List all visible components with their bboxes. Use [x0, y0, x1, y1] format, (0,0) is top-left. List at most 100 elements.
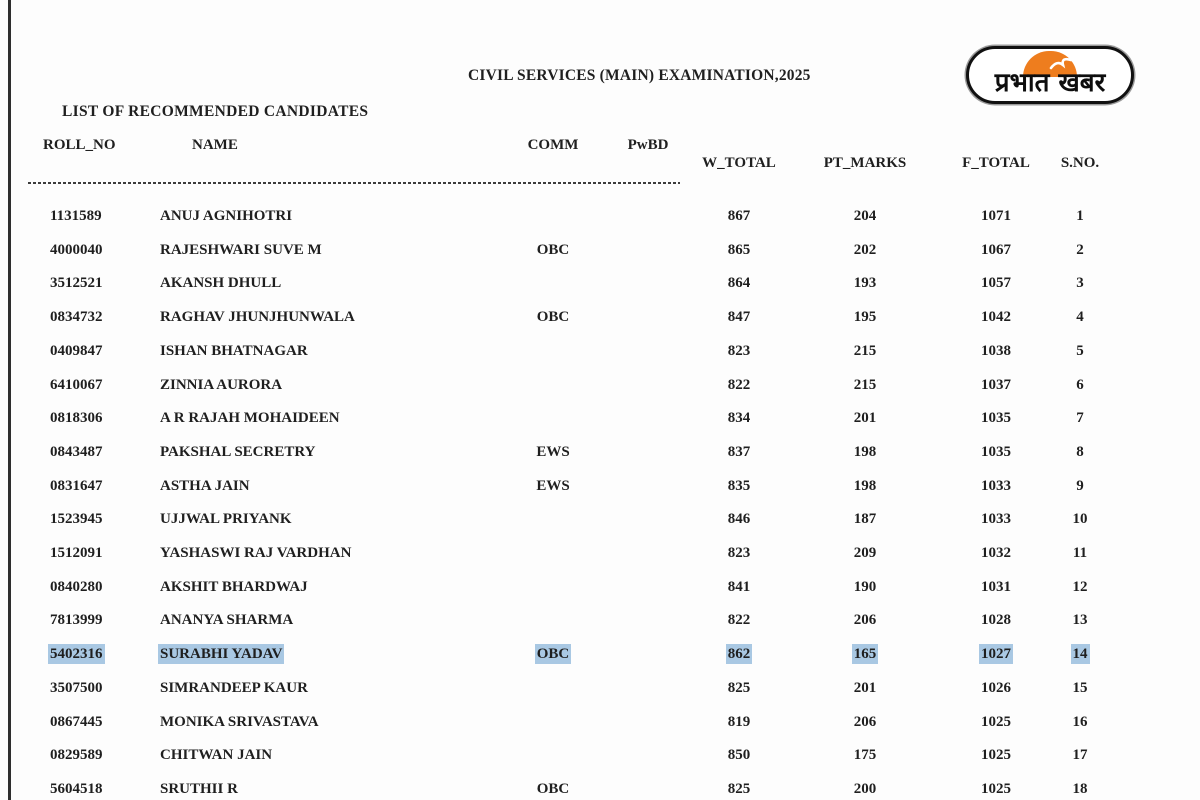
cell-pwbd [608, 779, 688, 799]
cell-pwbd [608, 678, 688, 698]
cell-roll-no: 5402316 [48, 644, 105, 665]
bird-icon [1049, 57, 1073, 70]
cell-s-no: 13 [1072, 612, 1088, 629]
cell-s-no: 17 [1072, 747, 1088, 764]
cell-f-total: 1031 [981, 578, 1011, 595]
cell-f-total: 1042 [981, 309, 1011, 326]
cell-name: ANUJ AGNIHOTRI [160, 208, 293, 224]
cell-roll-no: 0831647 [50, 477, 103, 494]
table-row: 3512521 AKANSH DHULL 864 193 1057 3 [0, 273, 1200, 293]
cell-name: SIMRANDEEP KAUR [160, 679, 308, 696]
cell-comm: OBC [534, 644, 572, 665]
cell-roll-no: 1131589 [50, 208, 102, 224]
cell-name: A R RAJAH MOHAIDEEN [160, 410, 340, 427]
cell-roll-no: 0829589 [50, 747, 103, 764]
cell-pt-marks: 190 [853, 578, 877, 595]
cell-s-no: 2 [1076, 241, 1084, 258]
cell-pt-marks: 206 [853, 612, 877, 629]
cell-name: YASHASWI RAJ VARDHAN [160, 545, 352, 561]
cell-pt-marks: 215 [853, 376, 877, 393]
table-row: 1131589 ANUJ AGNIHOTRI 867 204 1071 1 [0, 206, 1200, 226]
column-header-w-total: W_TOTAL [702, 155, 776, 171]
cell-w-total: 834 [727, 410, 751, 427]
cell-pt-marks: 204 [853, 208, 877, 224]
cell-roll-no: 3512521 [50, 275, 103, 292]
cell-comm [513, 206, 593, 226]
cell-w-total: 823 [727, 545, 751, 561]
cell-s-no: 6 [1076, 376, 1084, 393]
cell-pt-marks: 202 [853, 241, 877, 258]
cell-pwbd [608, 509, 688, 529]
cell-comm [513, 610, 593, 630]
cell-s-no: 1 [1076, 208, 1084, 224]
cell-f-total: 1027 [979, 644, 1013, 665]
table-row: 0409847 ISHAN BHATNAGAR 823 215 1038 5 [0, 341, 1200, 361]
cell-pt-marks: 201 [853, 679, 877, 696]
cell-s-no: 18 [1072, 780, 1088, 797]
cell-s-no: 14 [1070, 644, 1090, 665]
cell-pwbd [608, 273, 688, 293]
cell-pwbd [608, 442, 688, 462]
list-title: LIST OF RECOMMENDED CANDIDATES [62, 103, 369, 120]
cell-roll-no: 0818306 [50, 410, 103, 427]
cell-name: RAJESHWARI SUVE M [160, 241, 322, 258]
cell-pwbd [608, 307, 688, 327]
cell-f-total: 1026 [981, 679, 1011, 696]
column-header-pwbd: PwBD [627, 137, 669, 153]
cell-roll-no: 6410067 [50, 376, 103, 393]
cell-comm [513, 341, 593, 361]
cell-f-total: 1028 [981, 612, 1011, 629]
table-row: 0818306 A R RAJAH MOHAIDEEN 834 201 1035… [0, 408, 1200, 428]
table-row: 0867445 MONIKA SRIVASTAVA 819 206 1025 1… [0, 712, 1200, 732]
table-row: 0840280 AKSHIT BHARDWAJ 841 190 1031 12 [0, 577, 1200, 597]
column-header-roll-no: ROLL_NO [43, 137, 116, 153]
cell-s-no: 5 [1076, 342, 1084, 359]
cell-w-total: 850 [727, 747, 751, 764]
cell-comm [513, 273, 593, 293]
table-row: 0831647 ASTHA JAIN EWS 835 198 1033 9 [0, 476, 1200, 496]
cell-s-no: 4 [1076, 309, 1084, 326]
cell-w-total: 822 [727, 376, 751, 393]
cell-name: MONIKA SRIVASTAVA [160, 713, 319, 730]
cell-pwbd [608, 610, 688, 630]
column-header-pt-marks: PT_MARKS [823, 155, 907, 171]
cell-roll-no: 0409847 [50, 342, 103, 359]
table-row: 4000040 RAJESHWARI SUVE M OBC 865 202 10… [0, 240, 1200, 260]
table-row: 7813999 ANANYA SHARMA 822 206 1028 13 [0, 610, 1200, 630]
cell-w-total: 867 [727, 208, 751, 224]
cell-comm: EWS [536, 477, 570, 494]
cell-comm: OBC [536, 309, 570, 326]
cell-pwbd [608, 577, 688, 597]
cell-roll-no: 0867445 [50, 713, 103, 730]
cell-s-no: 3 [1076, 275, 1084, 292]
cell-name: AKANSH DHULL [160, 275, 282, 292]
cell-name: AKSHIT BHARDWAJ [160, 578, 308, 595]
cell-name: CHITWAN JAIN [160, 747, 273, 764]
cell-f-total: 1035 [981, 410, 1011, 427]
table-row: 0843487 PAKSHAL SECRETRY EWS 837 198 103… [0, 442, 1200, 462]
cell-pt-marks: 215 [853, 342, 877, 359]
cell-pwbd [608, 712, 688, 732]
table-row: 0834732 RAGHAV JHUNJHUNWALA OBC 847 195 … [0, 307, 1200, 327]
column-header-name: NAME [192, 137, 238, 153]
cell-s-no: 12 [1072, 578, 1088, 595]
cell-s-no: 10 [1072, 511, 1088, 528]
page-left-border [8, 0, 11, 800]
document-title: CIVIL SERVICES (MAIN) EXAMINATION,2025 [468, 67, 811, 84]
cell-comm [513, 712, 593, 732]
cell-f-total: 1033 [981, 477, 1011, 494]
cell-s-no: 11 [1072, 545, 1088, 561]
table-row: 6410067 ZINNIA AURORA 822 215 1037 6 [0, 375, 1200, 395]
cell-f-total: 1025 [981, 780, 1011, 797]
cell-roll-no: 1523945 [50, 511, 103, 528]
cell-comm [513, 375, 593, 395]
column-header-comm: COMM [527, 137, 579, 153]
cell-w-total: 847 [727, 309, 751, 326]
cell-f-total: 1033 [981, 511, 1011, 528]
column-header-s-no: S.NO. [1060, 155, 1100, 171]
cell-f-total: 1071 [981, 208, 1011, 224]
cell-comm [513, 509, 593, 529]
table-row: 1512091 YASHASWI RAJ VARDHAN 823 209 103… [0, 543, 1200, 563]
